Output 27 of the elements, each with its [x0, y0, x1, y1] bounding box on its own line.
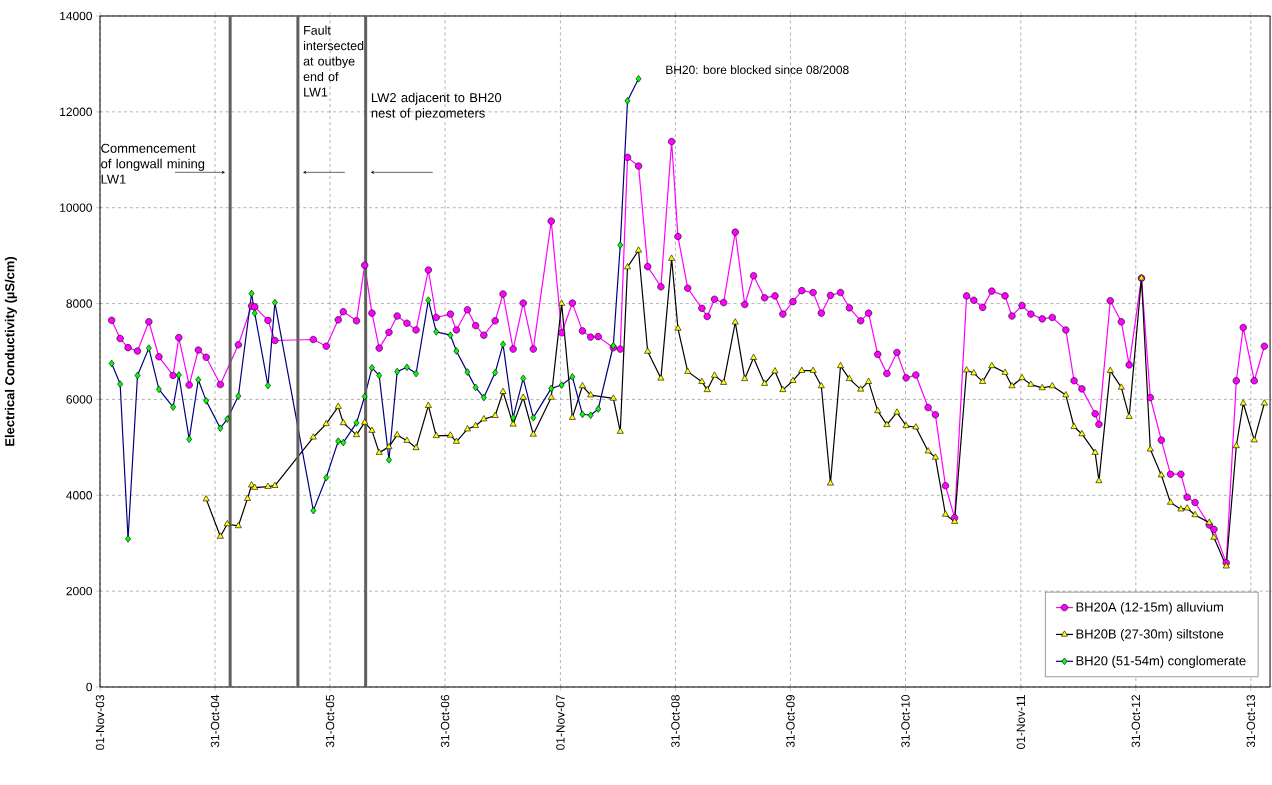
y-tick-label: 10000	[60, 203, 93, 212]
legend-label: BH20A (12-15m) alluvium	[1076, 602, 1223, 615]
y-tick-label: 12000	[60, 107, 93, 117]
x-tick-label: 31-Oct-05	[325, 695, 335, 748]
x-tick-label: 31-Oct-08	[671, 695, 680, 748]
ref-line-label: Commencement of longwall mining LW1	[101, 143, 205, 184]
y-axis-title: Electrical Conductivity (µS/cm)	[4, 257, 17, 446]
annotation: BH20: bore blocked since 08/2008	[666, 65, 849, 75]
ref-line-label: Fault intersected at outbye end of LW1	[303, 25, 364, 97]
x-tick-label: 01-Nov-11	[1016, 695, 1026, 749]
y-tick-label: 14000	[60, 11, 93, 21]
x-tick-label: 31-Oct-04	[210, 694, 220, 748]
legend-label: BH20 (51-54m) conglomerate	[1076, 655, 1246, 668]
x-tick-label: 01-Nov-07	[556, 695, 565, 750]
y-tick-label: 8000	[66, 299, 93, 308]
x-tick-label: 31-Oct-10	[901, 694, 910, 748]
x-tick-label: 01-Nov-03	[95, 695, 105, 750]
x-tick-label: 31-Oct-06	[440, 695, 450, 748]
y-tick-label: 4000	[66, 491, 93, 500]
y-tick-label: 2000	[66, 586, 93, 596]
x-tick-label: 31-Oct-09	[786, 695, 795, 748]
x-tick-label: 31-Oct-12	[1131, 695, 1141, 748]
y-tick-label: 0	[86, 682, 93, 692]
x-tick-label: 31-Oct-13	[1246, 695, 1256, 748]
y-tick-label: 6000	[66, 395, 93, 404]
legend-label: BH20B (27-30m) siltstone	[1076, 628, 1224, 642]
ref-line-label: LW2 adjacent to BH20 nest of piezometers	[371, 92, 502, 121]
